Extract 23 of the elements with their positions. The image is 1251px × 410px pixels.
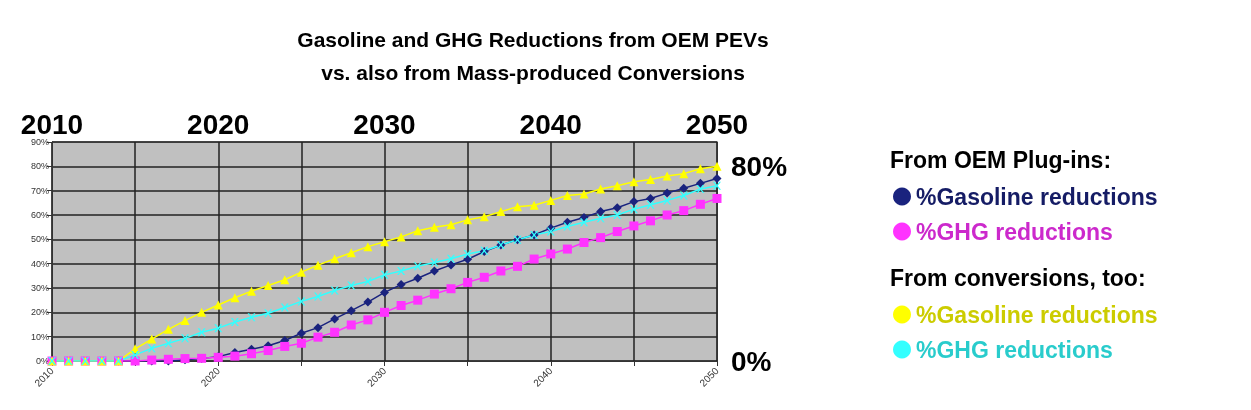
legend-label: %GHG reductions [916,336,1113,363]
x2-tick-label: 2010 [20,108,84,140]
chart-title: Gasoline and GHG Reductions from OEM PEVs vs. also from Mass-produced Conversions [297,28,769,84]
x2-tick-label: 2040 [519,108,582,140]
x2-tick-label: 2030 [353,108,416,140]
y-tick-label: 60% [30,210,49,220]
y-tick-label: 30% [30,283,49,293]
legend-label: %Gasoline reductions [916,183,1158,210]
y-tick-label: 20% [30,307,49,318]
y2-tick-label: 80% [731,150,788,182]
x2-tick-label: 2050 [685,108,749,140]
y-tick-label: 10% [30,331,49,342]
text: From OEM Plug-ins: [890,146,1112,173]
y-tick-label: 70% [30,185,49,196]
y-tick-label: 80% [30,161,49,172]
legend-label: %GHG reductions [916,218,1113,245]
legend-label: %Gasoline reductions [916,301,1158,328]
y-tick-label: 90% [30,137,49,147]
y-tick-label: 40% [30,258,49,269]
x2-tick-label: 2020 [187,108,250,140]
y2-tick-label: 0% [731,345,772,377]
y-tick-label: 50% [30,234,49,245]
text: From conversions, too: [890,264,1146,291]
